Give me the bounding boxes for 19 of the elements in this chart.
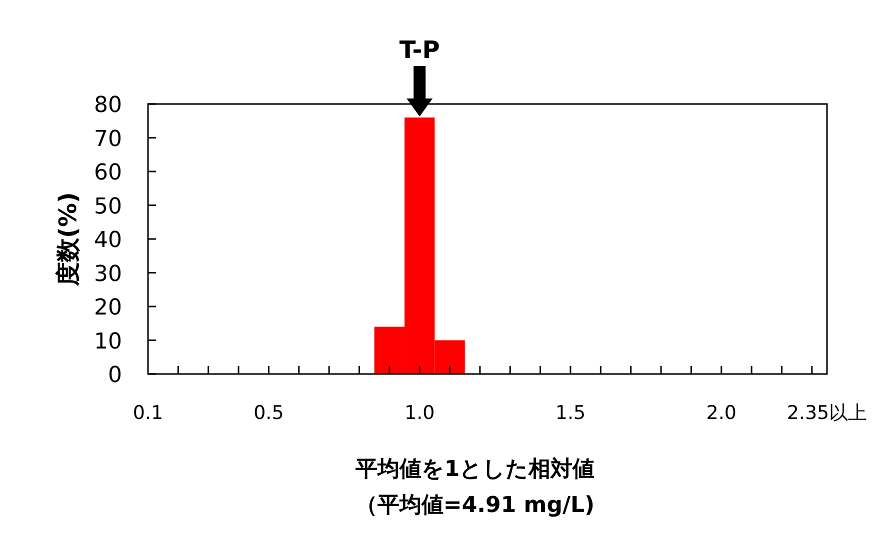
y-tick-label: 20	[94, 296, 122, 320]
x-tick-label: 0.5	[254, 402, 284, 424]
y-tick-label: 70	[94, 126, 122, 152]
y-tick-label: 80	[94, 93, 122, 118]
y-axis-title: 度数(%)	[54, 192, 82, 287]
y-tick-label: 60	[94, 160, 122, 186]
y-tick-label: 50	[94, 194, 122, 220]
x-axis-title: 平均値を1とした相対値	[354, 456, 595, 482]
x-tick-label: 1.5	[555, 402, 586, 424]
x-tick-label: 2.0	[706, 402, 736, 424]
y-tick-label: 0	[108, 363, 122, 388]
x-tick-label: 0.1	[132, 402, 164, 424]
y-tick-label: 10	[94, 329, 122, 354]
x-tick-label: 1.0	[404, 402, 435, 424]
y-tick-label: 30	[94, 262, 122, 287]
annotation: T-P	[399, 36, 440, 64]
x-tick-label: 2.35以上	[786, 402, 868, 424]
y-tick-label: 40	[94, 228, 122, 253]
text: （平均値=4.91 mg/L)	[355, 493, 595, 518]
